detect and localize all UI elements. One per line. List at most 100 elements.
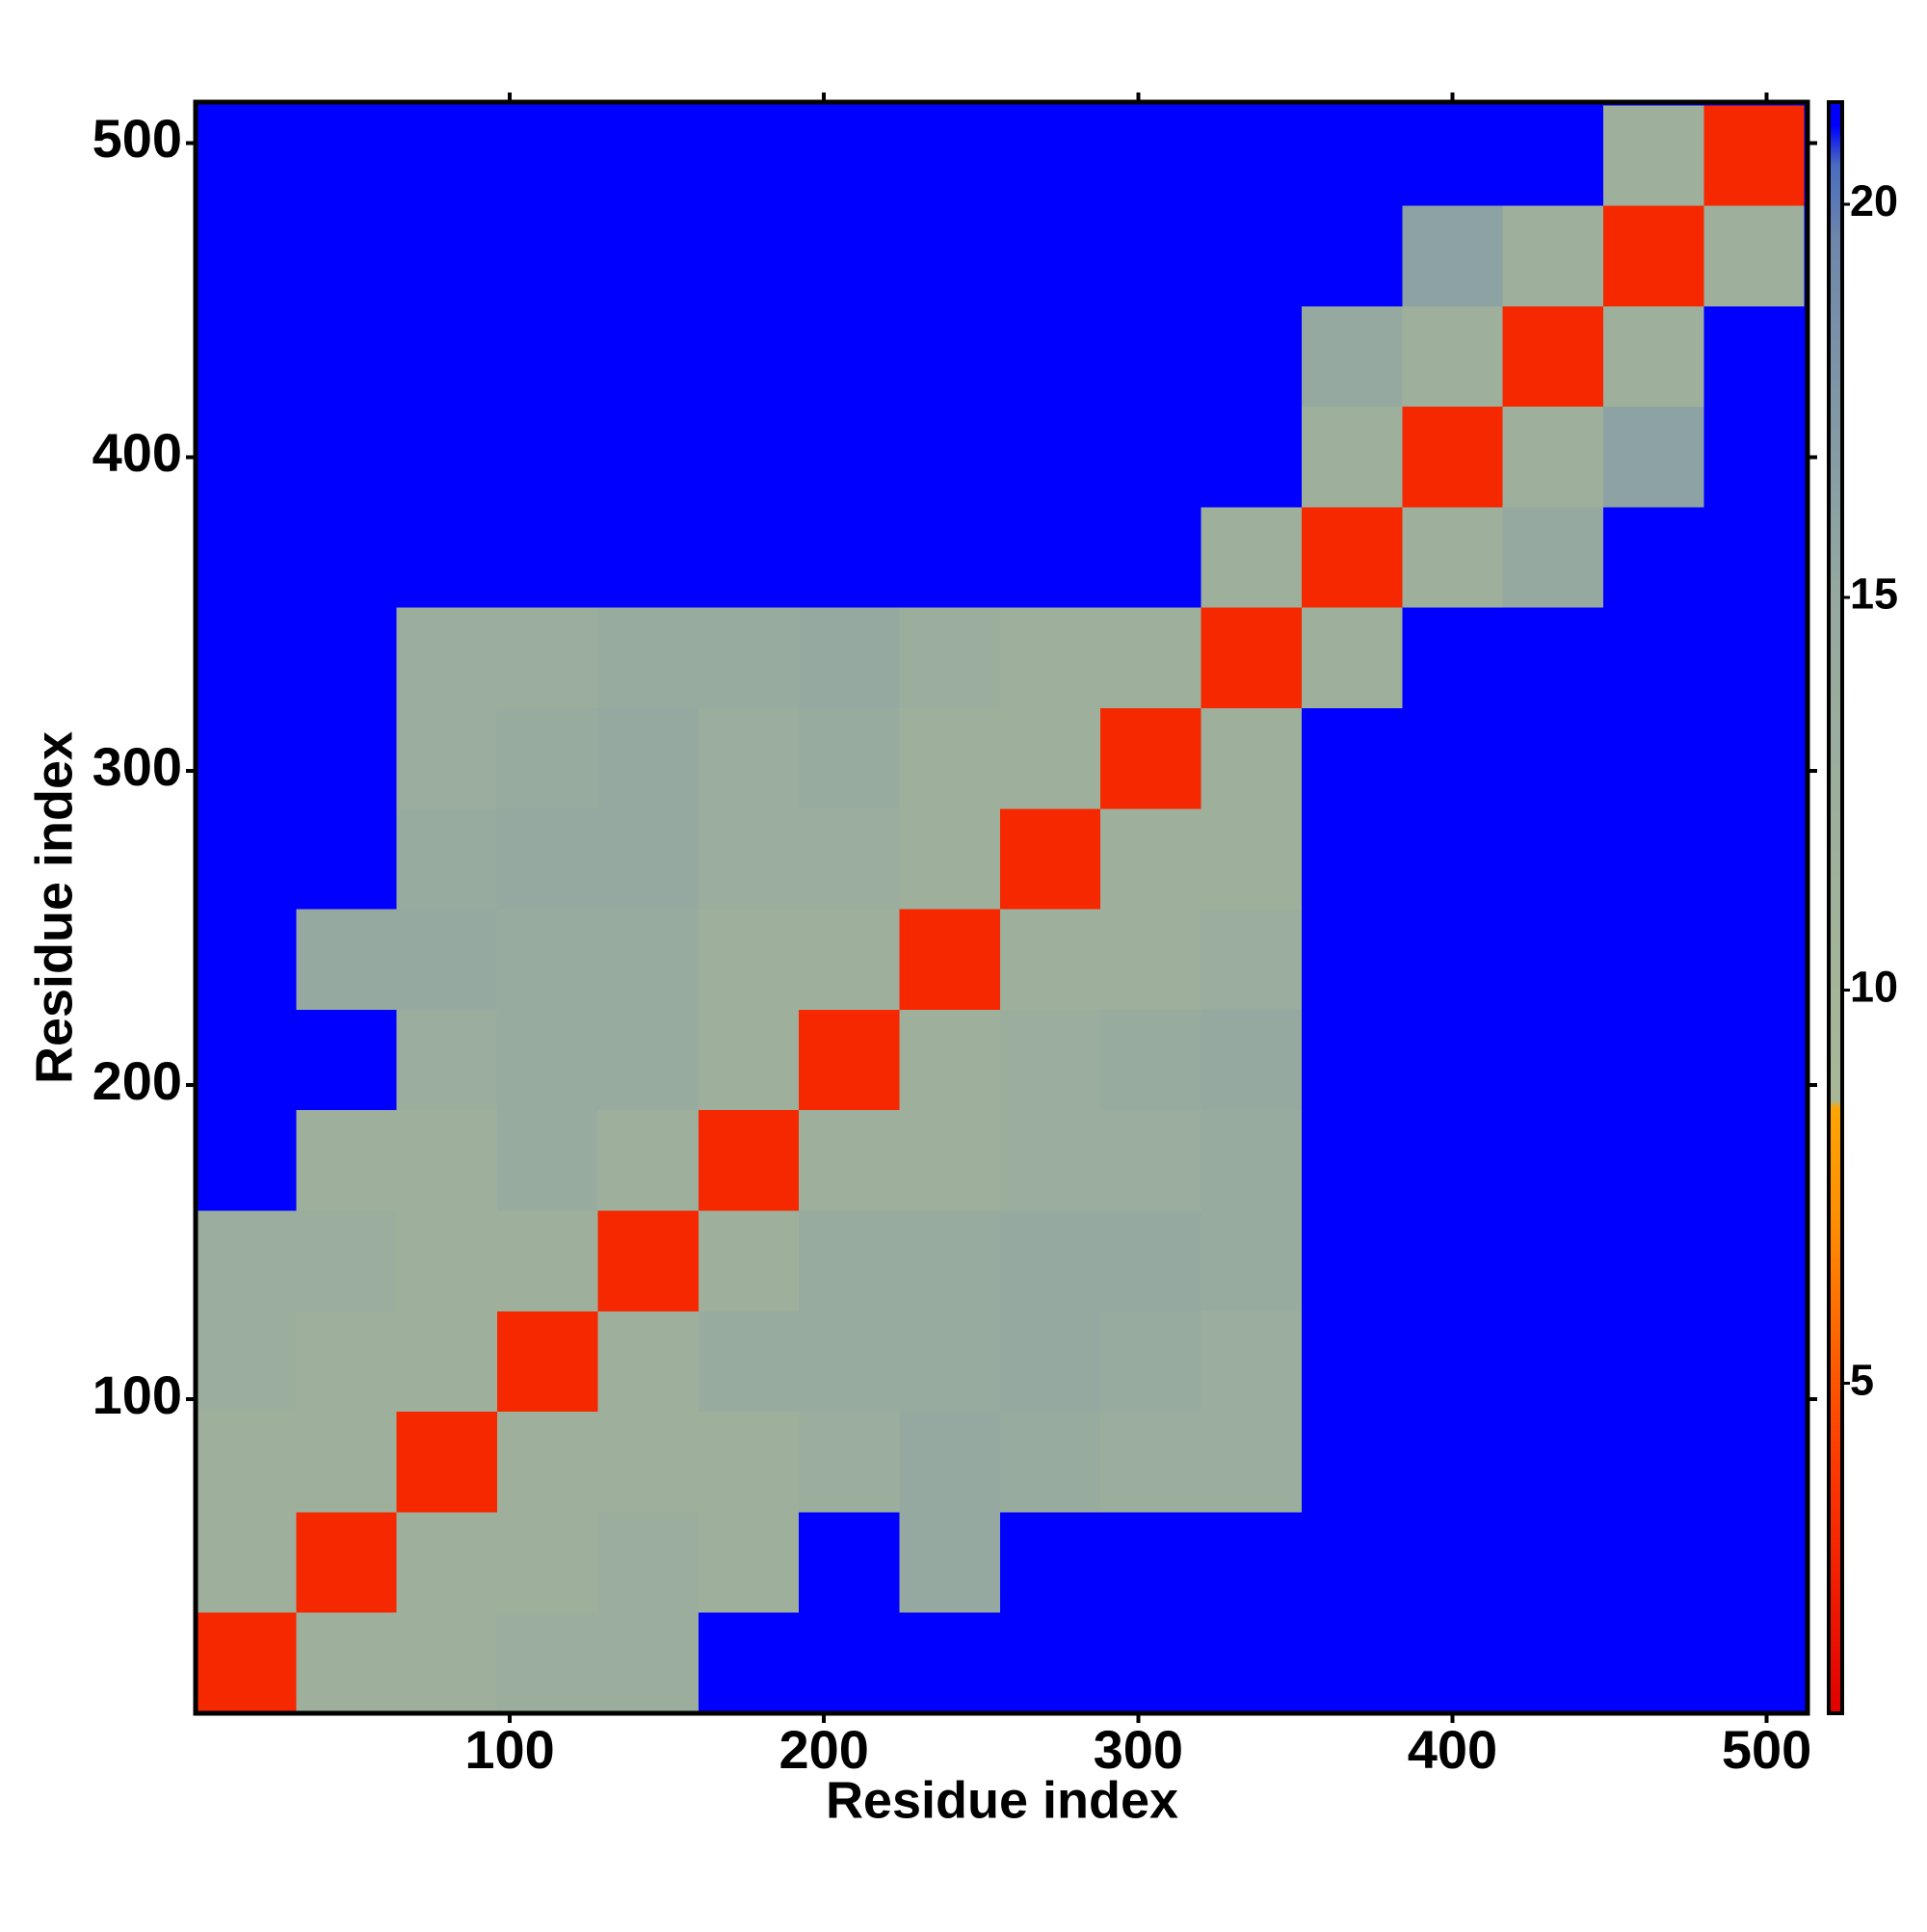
heatmap-cell (296, 1612, 397, 1713)
heatmap-cell (296, 1412, 397, 1513)
heatmap-cell (698, 808, 800, 910)
x-tick-label: 100 (464, 1719, 554, 1780)
heatmap-cell (1301, 1110, 1403, 1211)
heatmap-cell (1301, 1210, 1403, 1311)
heatmap-cell (1402, 407, 1503, 508)
heatmap-cell (296, 407, 397, 508)
heatmap-cell (799, 708, 900, 809)
heatmap-cell (799, 1412, 900, 1513)
heatmap-cell (1703, 1412, 1805, 1513)
heatmap-cell (597, 1412, 699, 1513)
heatmap-cell (597, 105, 699, 206)
heatmap-cell (1301, 205, 1403, 306)
heatmap-cell (497, 708, 598, 809)
heatmap-cell (999, 305, 1101, 408)
heatmap-cell (196, 1110, 297, 1211)
heatmap-cell (1703, 808, 1805, 910)
heatmap-cell (899, 1512, 1000, 1613)
heatmap-cell (1100, 507, 1201, 608)
heatmap-cell (1703, 1512, 1805, 1613)
heatmap-cell (1603, 1512, 1704, 1613)
heatmap-cell (1301, 1412, 1403, 1513)
heatmap-cell (1402, 105, 1503, 206)
heatmap-cell (899, 407, 1000, 508)
heatmap-cell (1603, 507, 1704, 608)
heatmap-cell (1502, 1210, 1604, 1311)
heatmap-cell (799, 1110, 900, 1211)
heatmap-cell (196, 708, 297, 809)
heatmap-cell (1502, 1009, 1604, 1111)
heatmap-cell (1201, 1310, 1302, 1413)
heatmap-cell (1201, 1512, 1302, 1613)
heatmap-cell (999, 1512, 1101, 1613)
y-tick-label: 500 (92, 108, 182, 169)
heatmap (196, 102, 1808, 1713)
plot-frame (193, 99, 1810, 1716)
heatmap-cell (597, 205, 699, 306)
heatmap-cell (698, 909, 800, 1010)
heatmap-cell (1402, 708, 1503, 809)
colorbar-tick-label: 5 (1850, 1355, 1874, 1404)
heatmap-cell (1402, 1412, 1503, 1513)
heatmap-cell (1402, 1110, 1503, 1211)
heatmap-cell (999, 708, 1101, 809)
x-axis-label: Residue index (826, 1771, 1178, 1829)
heatmap-cell (396, 1009, 498, 1111)
heatmap-cell (597, 1210, 699, 1311)
heatmap-cell (799, 407, 900, 508)
heatmap-cell (1603, 305, 1704, 408)
heatmap-cell (1603, 909, 1704, 1010)
heatmap-cell (196, 808, 297, 910)
colorbar-tick-label: 20 (1850, 176, 1898, 225)
heatmap-cell (497, 1612, 598, 1713)
heatmap-cell (1603, 607, 1704, 709)
heatmap-cell (1201, 607, 1302, 709)
heatmap-cell (698, 1512, 800, 1613)
heatmap-cell (396, 1110, 498, 1211)
heatmap-cell (1402, 305, 1503, 408)
heatmap-cell (497, 1210, 598, 1311)
heatmap-cell (1703, 909, 1805, 1010)
heatmap-cell (1100, 105, 1201, 206)
heatmap-cell (698, 1009, 800, 1111)
heatmap-cell (1703, 607, 1805, 709)
colorbar-tick-label: 15 (1850, 569, 1898, 619)
heatmap-cell (597, 305, 699, 408)
heatmap-cell (1603, 1612, 1704, 1713)
heatmap-cell (1201, 305, 1302, 408)
heatmap-cell (899, 105, 1000, 206)
heatmap-cell (497, 205, 598, 306)
heatmap-cell (1402, 808, 1503, 910)
heatmap-cell (899, 205, 1000, 306)
heatmap-cell (1402, 1612, 1503, 1713)
heatmap-cell (1201, 507, 1302, 608)
heatmap-cell (799, 909, 900, 1010)
heatmap-cell (597, 607, 699, 709)
heatmap-cell (196, 1210, 297, 1311)
heatmap-cell (1402, 1009, 1503, 1111)
heatmap-cell (396, 909, 498, 1010)
heatmap-cell (1100, 1512, 1201, 1613)
heatmap-cell (1201, 808, 1302, 910)
heatmap-cell (1301, 1310, 1403, 1413)
heatmap-cell (196, 507, 297, 608)
x-tick-label: 300 (1094, 1719, 1183, 1780)
heatmap-cell (999, 909, 1101, 1010)
heatmap-cell (1201, 909, 1302, 1010)
heatmap-cell (1201, 205, 1302, 306)
heatmap-cell (1402, 205, 1503, 306)
heatmap-cell (799, 1310, 900, 1413)
heatmap-cell (1603, 205, 1704, 306)
heatmap-cell (396, 1412, 498, 1513)
heatmap-cell (999, 1310, 1101, 1413)
heatmap-cell (497, 808, 598, 910)
heatmap-cell (899, 305, 1000, 408)
heatmap-cell (1301, 1512, 1403, 1613)
heatmap-cell (799, 1512, 900, 1613)
heatmap-cell (1402, 1512, 1503, 1613)
heatmap-cell (999, 407, 1101, 508)
heatmap-cell (698, 1110, 800, 1211)
heatmap-cell (296, 105, 397, 206)
heatmap-cell (698, 305, 800, 408)
